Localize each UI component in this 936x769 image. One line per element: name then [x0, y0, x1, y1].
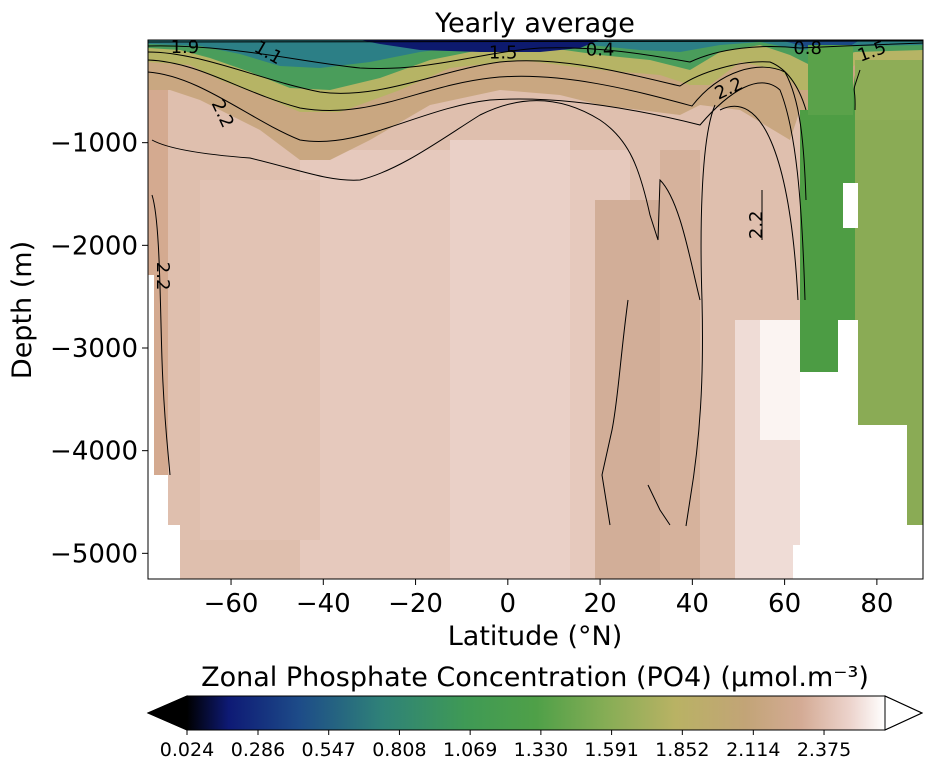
contour-label: 0.8 — [793, 38, 822, 59]
contour-label: 1.5 — [489, 42, 518, 63]
y-tick-label: −2000 — [50, 231, 138, 261]
y-tick-label: −3000 — [50, 334, 138, 364]
contour-label: 1.9 — [171, 37, 200, 58]
y-tick-label: −5000 — [50, 539, 138, 569]
x-tick-label: −60 — [204, 589, 259, 619]
surface-layer-navy — [360, 40, 600, 52]
colorbar-label: Zonal Phosphate Concentration (PO4) (µmo… — [201, 662, 869, 693]
colorbar-tick-label: 0.547 — [302, 739, 356, 761]
colorbar — [146, 695, 924, 731]
masked-region — [800, 372, 858, 579]
colorbar-tick-label: 0.808 — [372, 739, 426, 761]
x-tick-label: 40 — [676, 589, 709, 619]
x-tick-label: 60 — [768, 589, 801, 619]
colorbar-tick-label: 0.286 — [231, 739, 285, 761]
colorbar-ticks: 0.024 0.286 0.547 0.808 1.069 1.330 1.591 1.852… — [160, 730, 851, 761]
colorbar-under-extension — [146, 695, 188, 731]
x-tick-label: 80 — [860, 589, 893, 619]
y-tick-label: −1000 — [50, 129, 138, 159]
contour-label: 2.2 — [746, 210, 767, 239]
plot-frame — [147, 39, 924, 580]
colorbar-tick-label: 1.852 — [655, 739, 709, 761]
contour-label: 0.4 — [586, 39, 615, 60]
colorbar-tick-label: 0.024 — [160, 739, 214, 761]
x-tick-label: 20 — [584, 589, 617, 619]
y-axis: −1000 −2000 −3000 −4000 −5000 — [50, 129, 148, 569]
x-tick-label: −40 — [296, 589, 351, 619]
chart-title: Yearly average — [434, 8, 635, 39]
heatmap-area: 1.9 1.1 1.5 0.4 0.8 1.52.22.22.22.2 — [148, 37, 923, 579]
y-axis-label: Depth (m) — [7, 241, 38, 379]
colorbar-over-extension — [884, 695, 924, 731]
colorbar-tick-label: 1.069 — [443, 739, 497, 761]
contour-label: 2.2 — [152, 262, 173, 291]
contour-lines — [148, 40, 923, 527]
x-axis: −60 −40 −20 0 20 40 60 80 — [204, 579, 893, 619]
colorbar-gradient — [187, 696, 885, 730]
colorbar-tick-label: 2.114 — [726, 739, 780, 761]
x-tick-label: −20 — [388, 589, 443, 619]
x-tick-label: 0 — [500, 589, 517, 619]
surface-layer-teal — [148, 40, 923, 68]
x-axis-label: Latitude (°N) — [448, 621, 622, 652]
colorbar-tick-label: 2.375 — [797, 739, 851, 761]
colorbar-tick-label: 1.591 — [584, 739, 638, 761]
y-tick-label: −4000 — [50, 437, 138, 467]
colorbar-tick-label: 1.330 — [514, 739, 568, 761]
